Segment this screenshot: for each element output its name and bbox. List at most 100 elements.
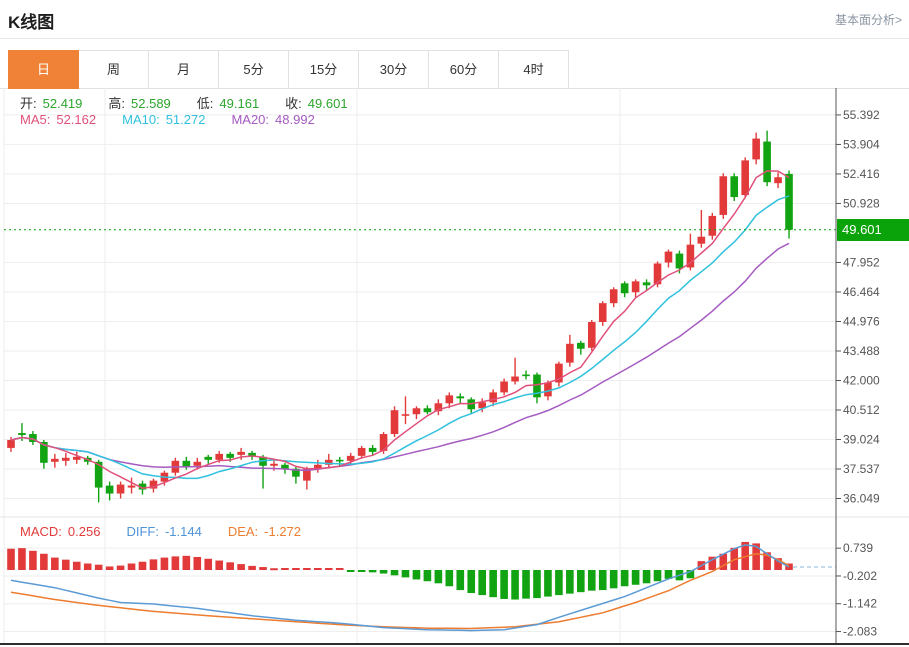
macd-hist-bar [456, 570, 465, 591]
y-axis-label: 46.464 [843, 285, 880, 299]
candle-body [248, 452, 256, 457]
macd-hist-bar [752, 543, 760, 570]
tab-60分[interactable]: 60分 [429, 50, 499, 88]
macd-label: MACD: [20, 524, 62, 539]
page-title: K线图 [8, 13, 55, 32]
candle-body [763, 141, 771, 183]
ma5-value: 52.162 [56, 112, 97, 127]
macd-hist-bar [390, 570, 399, 576]
candle-body [335, 459, 344, 462]
macd-hist-bar [270, 568, 278, 571]
candle-body [609, 289, 618, 304]
candle-body [94, 461, 103, 488]
dea-value: -1.272 [264, 524, 302, 539]
candle-body [719, 176, 728, 215]
candle-body [587, 321, 596, 348]
candle-body [741, 160, 749, 196]
macd-hist-bar [445, 570, 454, 587]
macd-hist-bar [587, 570, 596, 591]
candle-body [40, 441, 48, 463]
candle-body [303, 468, 311, 481]
macd-hist-bar [303, 568, 311, 570]
macd-hist-bar [379, 570, 388, 574]
candle-body [401, 414, 410, 416]
candle-body [708, 215, 717, 236]
candle-body [357, 447, 366, 456]
tab-30分[interactable]: 30分 [359, 50, 429, 88]
candle-body [7, 439, 15, 448]
candle-body [631, 281, 640, 293]
macd-hist-bar [335, 568, 344, 570]
candle-body [675, 253, 684, 269]
macd-hist-bar [412, 570, 421, 580]
macd-hist-bar [193, 557, 202, 570]
macd-hist-bar [577, 570, 585, 593]
macd-hist-bar [631, 570, 640, 585]
tab-日[interactable]: 日 [8, 50, 79, 89]
candle-body [730, 176, 739, 198]
macd-hist-bar [566, 570, 574, 594]
macd-hist-bar [116, 565, 125, 570]
macd-hist-bar [7, 548, 15, 570]
candle-body [281, 464, 289, 469]
ma-line [10, 170, 790, 489]
macd-hist-bar [642, 570, 651, 584]
candle-body [237, 451, 245, 455]
candle-body [423, 408, 432, 413]
candle-body [61, 457, 70, 461]
candle-body [785, 173, 793, 230]
diff-value: -1.144 [164, 524, 202, 539]
tab-5分[interactable]: 5分 [219, 50, 289, 88]
y-axis-label: 36.049 [843, 492, 880, 506]
high-value: 52.589 [131, 96, 171, 111]
candle-body [697, 236, 706, 244]
candle-body [368, 447, 377, 452]
y-axis-label: 0.739 [843, 541, 873, 555]
tab-15分[interactable]: 15分 [289, 50, 359, 88]
header-divider [0, 38, 909, 39]
macd-legend: MACD: 0.256 DIFF: -1.144 DEA: -1.272 [20, 524, 307, 539]
macd-hist-bar [544, 570, 552, 597]
y-axis-label: 50.928 [843, 196, 880, 210]
macd-hist-bar [281, 568, 289, 570]
ma-line [10, 195, 790, 480]
macd-hist-bar [204, 558, 213, 570]
macd-line [10, 553, 790, 630]
macd-hist-bar [467, 570, 476, 594]
candle-body [51, 458, 59, 462]
candle-body [664, 251, 673, 263]
ma20-label: MA20: [231, 112, 270, 127]
candle-body [182, 460, 191, 467]
macd-hist-bar [182, 555, 191, 570]
macd-hist-bar [401, 570, 410, 578]
macd-hist-bar [83, 563, 92, 570]
macd-hist-bar [653, 570, 662, 582]
open-value: 52.419 [42, 96, 83, 111]
high-label: 高: [108, 96, 126, 111]
macd-hist-bar [292, 568, 300, 570]
macd-hist-bar [763, 552, 771, 570]
tab-4时[interactable]: 4时 [499, 50, 569, 88]
candle-body [204, 456, 213, 460]
macd-hist-bar [259, 567, 267, 570]
candle-body [193, 461, 202, 466]
macd-hist-bar [18, 548, 26, 570]
macd-hist-bar [314, 568, 322, 570]
macd-hist-bar [489, 570, 497, 598]
y-axis-label: 43.488 [843, 344, 880, 358]
macd-value: 0.256 [67, 524, 101, 539]
candle-body [566, 343, 574, 363]
macd-hist-bar [511, 570, 519, 600]
macd-line [10, 544, 790, 632]
candle-body [270, 463, 278, 466]
candle-body [478, 402, 486, 409]
fundamental-analysis-link[interactable]: 基本面分析> [834, 13, 902, 27]
tab-月[interactable]: 月 [149, 50, 219, 88]
y-axis-label: 53.904 [843, 137, 880, 151]
y-axis-label: 52.416 [843, 167, 880, 181]
tab-周[interactable]: 周 [79, 50, 149, 88]
candle-body [456, 396, 465, 399]
ma10-value: 51.272 [165, 112, 206, 127]
macd-hist-bar [40, 553, 48, 570]
